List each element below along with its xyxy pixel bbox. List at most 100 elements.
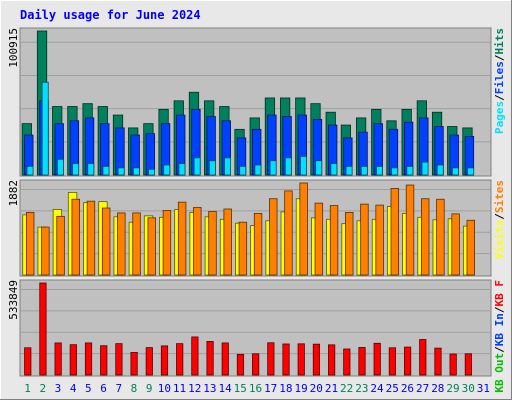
bar-pages-day-23 (360, 166, 368, 176)
bar-sites-day-30 (466, 219, 475, 276)
legend-separator: / (493, 54, 506, 61)
bar-sites-day-14 (223, 208, 232, 276)
bar-sites-day-4 (71, 198, 80, 276)
bar-kb-f-day-8 (130, 352, 138, 376)
panel-bottom-bars (24, 282, 472, 376)
bar-files-day-9 (145, 133, 156, 176)
bar-kb-f-day-17 (267, 342, 275, 376)
legend-item-hits: Hits (493, 28, 506, 55)
bar-kb-f-day-6 (100, 345, 108, 376)
bar-kb-f-day-5 (84, 342, 93, 376)
legend-item-files: Files (493, 61, 506, 94)
bar-sites-day-2 (41, 226, 50, 276)
bar-pages-day-6 (102, 166, 110, 176)
bar-sites-day-8 (132, 212, 141, 276)
bar-pages-day-13 (208, 160, 216, 176)
bar-kb-f-day-21 (328, 344, 336, 376)
bar-pages-day-1 (26, 166, 34, 176)
panel-top-bars (21, 30, 475, 176)
x-tick-label-day-26: 26 (401, 382, 414, 395)
legend-separator: / (493, 346, 506, 353)
bar-sites-day-3 (56, 215, 65, 276)
x-tick-label-day-3: 3 (55, 382, 62, 395)
bar-pages-day-11 (178, 163, 186, 176)
bar-kb-f-day-23 (358, 347, 366, 376)
bar-sites-day-27 (421, 198, 430, 276)
legend-bottom: KB Out/KB In/KB F (493, 280, 506, 393)
x-tick-label-day-20: 20 (310, 382, 323, 395)
panel-middle-ymax-label: 1882 (7, 180, 20, 207)
x-tick-label-day-17: 17 (264, 382, 277, 395)
bar-kb-f-day-24 (373, 342, 381, 376)
legend-top: Pages/Files/Hits (493, 28, 506, 134)
bar-pages-day-29 (452, 167, 459, 176)
bar-pages-day-26 (406, 166, 414, 176)
bar-kb-f-day-20 (312, 343, 321, 376)
bar-sites-day-25 (390, 188, 400, 276)
bar-pages-day-5 (87, 163, 95, 176)
bar-pages-day-25 (391, 167, 399, 176)
bar-kb-f-day-13 (206, 340, 214, 376)
bar-pages-day-30 (467, 167, 475, 176)
bar-sites-day-7 (117, 212, 126, 276)
bar-pages-day-2 (41, 81, 49, 176)
bar-sites-day-24 (375, 204, 384, 276)
bar-sites-day-6 (101, 207, 111, 276)
legend-item-kb-f: KB F (493, 280, 506, 307)
bar-sites-day-5 (86, 200, 96, 276)
bar-sites-day-19 (299, 182, 308, 276)
legend-item-kb-in: KB In (493, 313, 506, 346)
bar-pages-day-19 (300, 156, 307, 176)
bar-sites-day-9 (147, 217, 156, 276)
bar-kb-f-day-28 (434, 347, 442, 376)
bar-pages-day-7 (117, 167, 125, 176)
x-tick-label-day-14: 14 (218, 382, 232, 395)
legend-separator: / (493, 213, 506, 220)
bar-kb-f-day-3 (54, 342, 62, 376)
x-tick-label-day-28: 28 (431, 382, 444, 395)
bar-sites-day-29 (451, 213, 460, 276)
x-tick-label-day-6: 6 (100, 382, 107, 395)
bar-kb-f-day-2 (39, 282, 47, 376)
bar-sites-day-12 (193, 207, 202, 276)
x-tick-label-day-9: 9 (146, 382, 153, 395)
bar-kb-f-day-29 (449, 353, 457, 376)
panel-middle-bars (22, 182, 475, 276)
bar-sites-day-26 (405, 184, 415, 276)
bar-pages-day-27 (421, 161, 429, 176)
x-tick-label-day-18: 18 (279, 382, 292, 395)
bar-sites-day-18 (284, 190, 293, 276)
bar-kb-f-day-18 (282, 343, 290, 376)
bar-pages-day-3 (56, 158, 64, 176)
bar-sites-day-28 (436, 198, 445, 276)
bar-kb-f-day-12 (191, 336, 199, 376)
chart-title: Daily usage for June 2024 (20, 8, 201, 22)
x-tick-label-day-8: 8 (131, 382, 138, 395)
x-tick-label-day-16: 16 (249, 382, 262, 395)
bar-pages-day-9 (148, 168, 156, 176)
bar-kb-f-day-19 (297, 343, 305, 376)
x-tick-label-day-19: 19 (294, 382, 307, 395)
x-tick-label-day-4: 4 (70, 382, 77, 395)
bar-pages-day-16 (254, 164, 262, 176)
bar-pages-day-8 (132, 167, 140, 176)
bar-kb-f-day-7 (115, 343, 123, 376)
legend-item-pages: Pages (493, 101, 506, 134)
bar-pages-day-14 (224, 157, 231, 176)
bar-sites-day-16 (253, 213, 263, 276)
x-tick-label-day-29: 29 (446, 382, 459, 395)
bar-sites-day-22 (345, 212, 354, 276)
bar-kb-f-day-10 (160, 345, 169, 376)
x-tick-label-day-27: 27 (416, 382, 429, 395)
legend-bottom-text: KB Out/KB In/KB F (493, 280, 506, 393)
x-tick-label-day-7: 7 (115, 382, 122, 395)
x-tick-label-day-15: 15 (234, 382, 247, 395)
x-tick-label-day-12: 12 (188, 382, 201, 395)
x-tick-label-day-10: 10 (158, 382, 171, 395)
bar-kb-f-day-22 (343, 348, 351, 376)
bar-sites-day-11 (177, 201, 187, 276)
x-tick-label-day-30: 30 (462, 382, 475, 395)
x-axis-labels: 1 2 3 4 5 6 7 8 9 10 11 12 13 14 15 16 17 18 19 20 21 22 23 24 2… (24, 382, 490, 395)
bar-pages-day-12 (193, 157, 201, 176)
